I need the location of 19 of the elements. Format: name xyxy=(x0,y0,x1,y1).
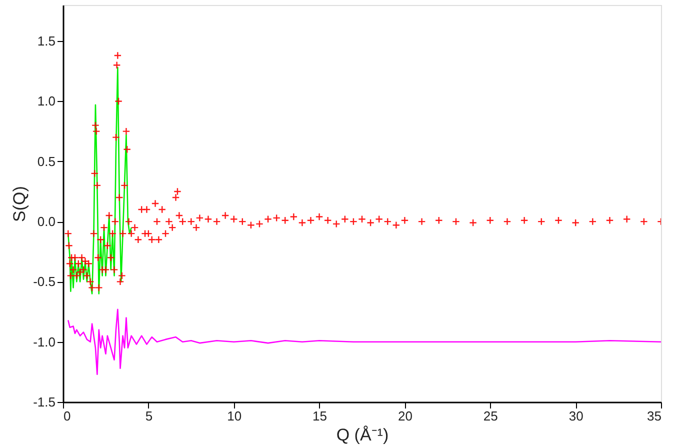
y-tick-label: -1.0 xyxy=(33,334,56,350)
y-tick-label: 1.5 xyxy=(37,34,56,49)
y-tick-label: 0.5 xyxy=(37,154,56,169)
y-axis-title: S(Q) xyxy=(10,186,30,222)
y-tick-label: -1.5 xyxy=(33,394,56,410)
y-tick-label: 1.0 xyxy=(37,94,56,109)
x-tick-label: 35 xyxy=(647,408,662,424)
y-tick-label: -0.5 xyxy=(33,274,56,290)
y-tick-label: 0.0 xyxy=(37,214,56,230)
x-tick-label: 30 xyxy=(568,408,584,424)
line-series xyxy=(67,66,132,294)
x-tick-label: 5 xyxy=(145,408,153,424)
x-tick-label: 15 xyxy=(312,408,328,424)
x-tick-label: 25 xyxy=(483,408,498,424)
x-tick-label: 20 xyxy=(398,408,412,424)
x-tick-label: 0 xyxy=(64,408,71,424)
x-axis-title: Q (Å⁻¹) xyxy=(336,426,389,444)
x-tick-label: 10 xyxy=(227,408,242,424)
line-series xyxy=(67,308,661,375)
